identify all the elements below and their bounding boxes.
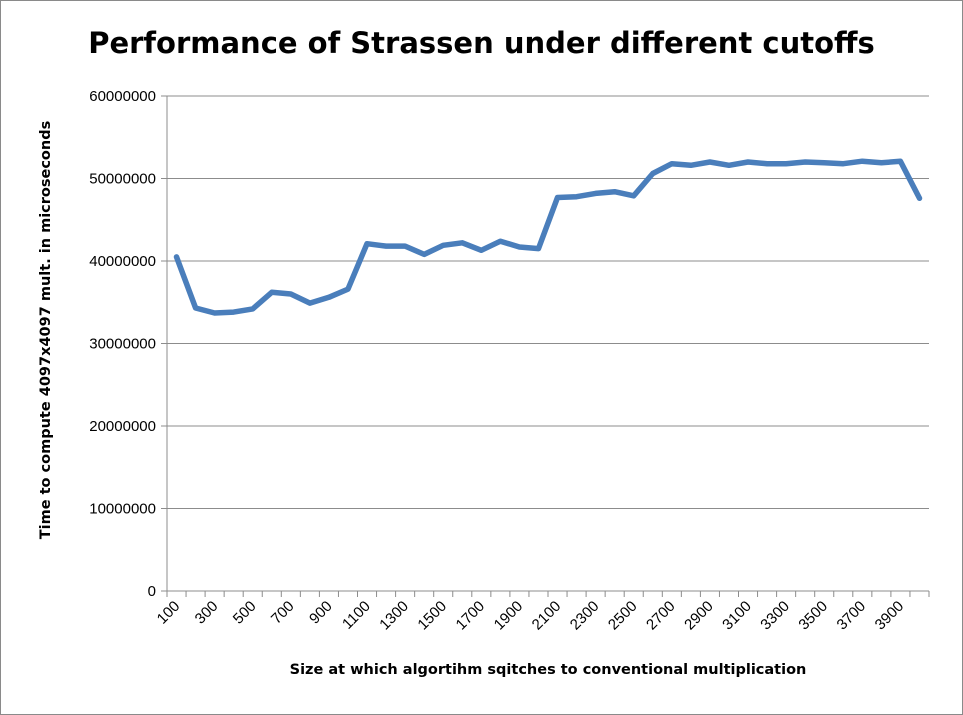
data-point [422, 252, 427, 257]
data-point [612, 189, 617, 194]
y-tick-label: 40000000 [89, 253, 156, 270]
chart-title: Performance of Strassen under different … [88, 26, 875, 60]
data-point [517, 244, 522, 249]
data-point [231, 310, 236, 315]
data-point [917, 196, 922, 201]
x-tick-label: 100 [154, 598, 184, 628]
data-point [441, 243, 446, 248]
x-tick-label: 1500 [414, 598, 450, 634]
y-tick-label: 10000000 [89, 501, 156, 518]
data-point [631, 193, 636, 198]
data-point [650, 171, 655, 176]
data-point [841, 161, 846, 166]
data-point [688, 163, 693, 168]
x-axis-label: Size at which algortihm sqitches to conv… [289, 662, 807, 678]
data-point [365, 241, 370, 246]
data-point [726, 163, 731, 168]
data-point [784, 161, 789, 166]
data-point [593, 191, 598, 196]
data-point [307, 301, 312, 306]
data-point [574, 194, 579, 199]
data-point [898, 159, 903, 164]
x-tick-label: 1100 [339, 598, 374, 633]
data-point [879, 160, 884, 165]
x-tick-label: 1700 [453, 598, 489, 634]
data-point [765, 161, 770, 166]
data-point [536, 246, 541, 251]
data-point [250, 306, 255, 311]
data-point [746, 160, 751, 165]
x-tick-label: 3900 [872, 598, 908, 634]
data-point [479, 248, 484, 253]
data-point [803, 160, 808, 165]
x-tick-label: 3500 [795, 598, 831, 634]
data-point [498, 239, 503, 244]
data-point [555, 195, 560, 200]
data-point [403, 244, 408, 249]
x-tick-label: 2900 [681, 598, 717, 634]
x-tick-label: 700 [268, 598, 298, 628]
y-tick-label: 20000000 [89, 418, 156, 435]
y-tick-label: 60000000 [89, 88, 156, 105]
data-point [326, 295, 331, 300]
data-point [174, 254, 179, 259]
data-point [860, 159, 865, 164]
x-tick-label: 900 [306, 598, 336, 628]
x-tick-label: 3700 [834, 598, 870, 634]
data-point [669, 161, 674, 166]
x-tick-label: 3300 [757, 598, 793, 634]
data-point [707, 160, 712, 165]
data-point [288, 292, 293, 297]
y-tick-label: 0 [148, 583, 156, 600]
y-tick-label: 50000000 [89, 171, 156, 188]
data-point [822, 160, 827, 165]
y-tick-label: 30000000 [89, 336, 156, 353]
x-tick-label: 2300 [567, 598, 603, 634]
data-point [193, 306, 198, 311]
x-tick-label: 2700 [643, 598, 679, 634]
x-tick-label: 1900 [491, 598, 527, 634]
x-tick-label: 2500 [605, 598, 641, 634]
x-tick-label: 300 [192, 598, 222, 628]
x-tick-label: 500 [230, 598, 260, 628]
data-point [212, 310, 217, 315]
x-tick-label: 3100 [719, 598, 755, 634]
series-line [173, 158, 923, 316]
data-point [269, 290, 274, 295]
data-point [384, 244, 389, 249]
data-point [345, 287, 350, 292]
data-point [460, 240, 465, 245]
x-tick-label: 1300 [376, 598, 412, 634]
x-tick-label: 2100 [529, 598, 565, 634]
